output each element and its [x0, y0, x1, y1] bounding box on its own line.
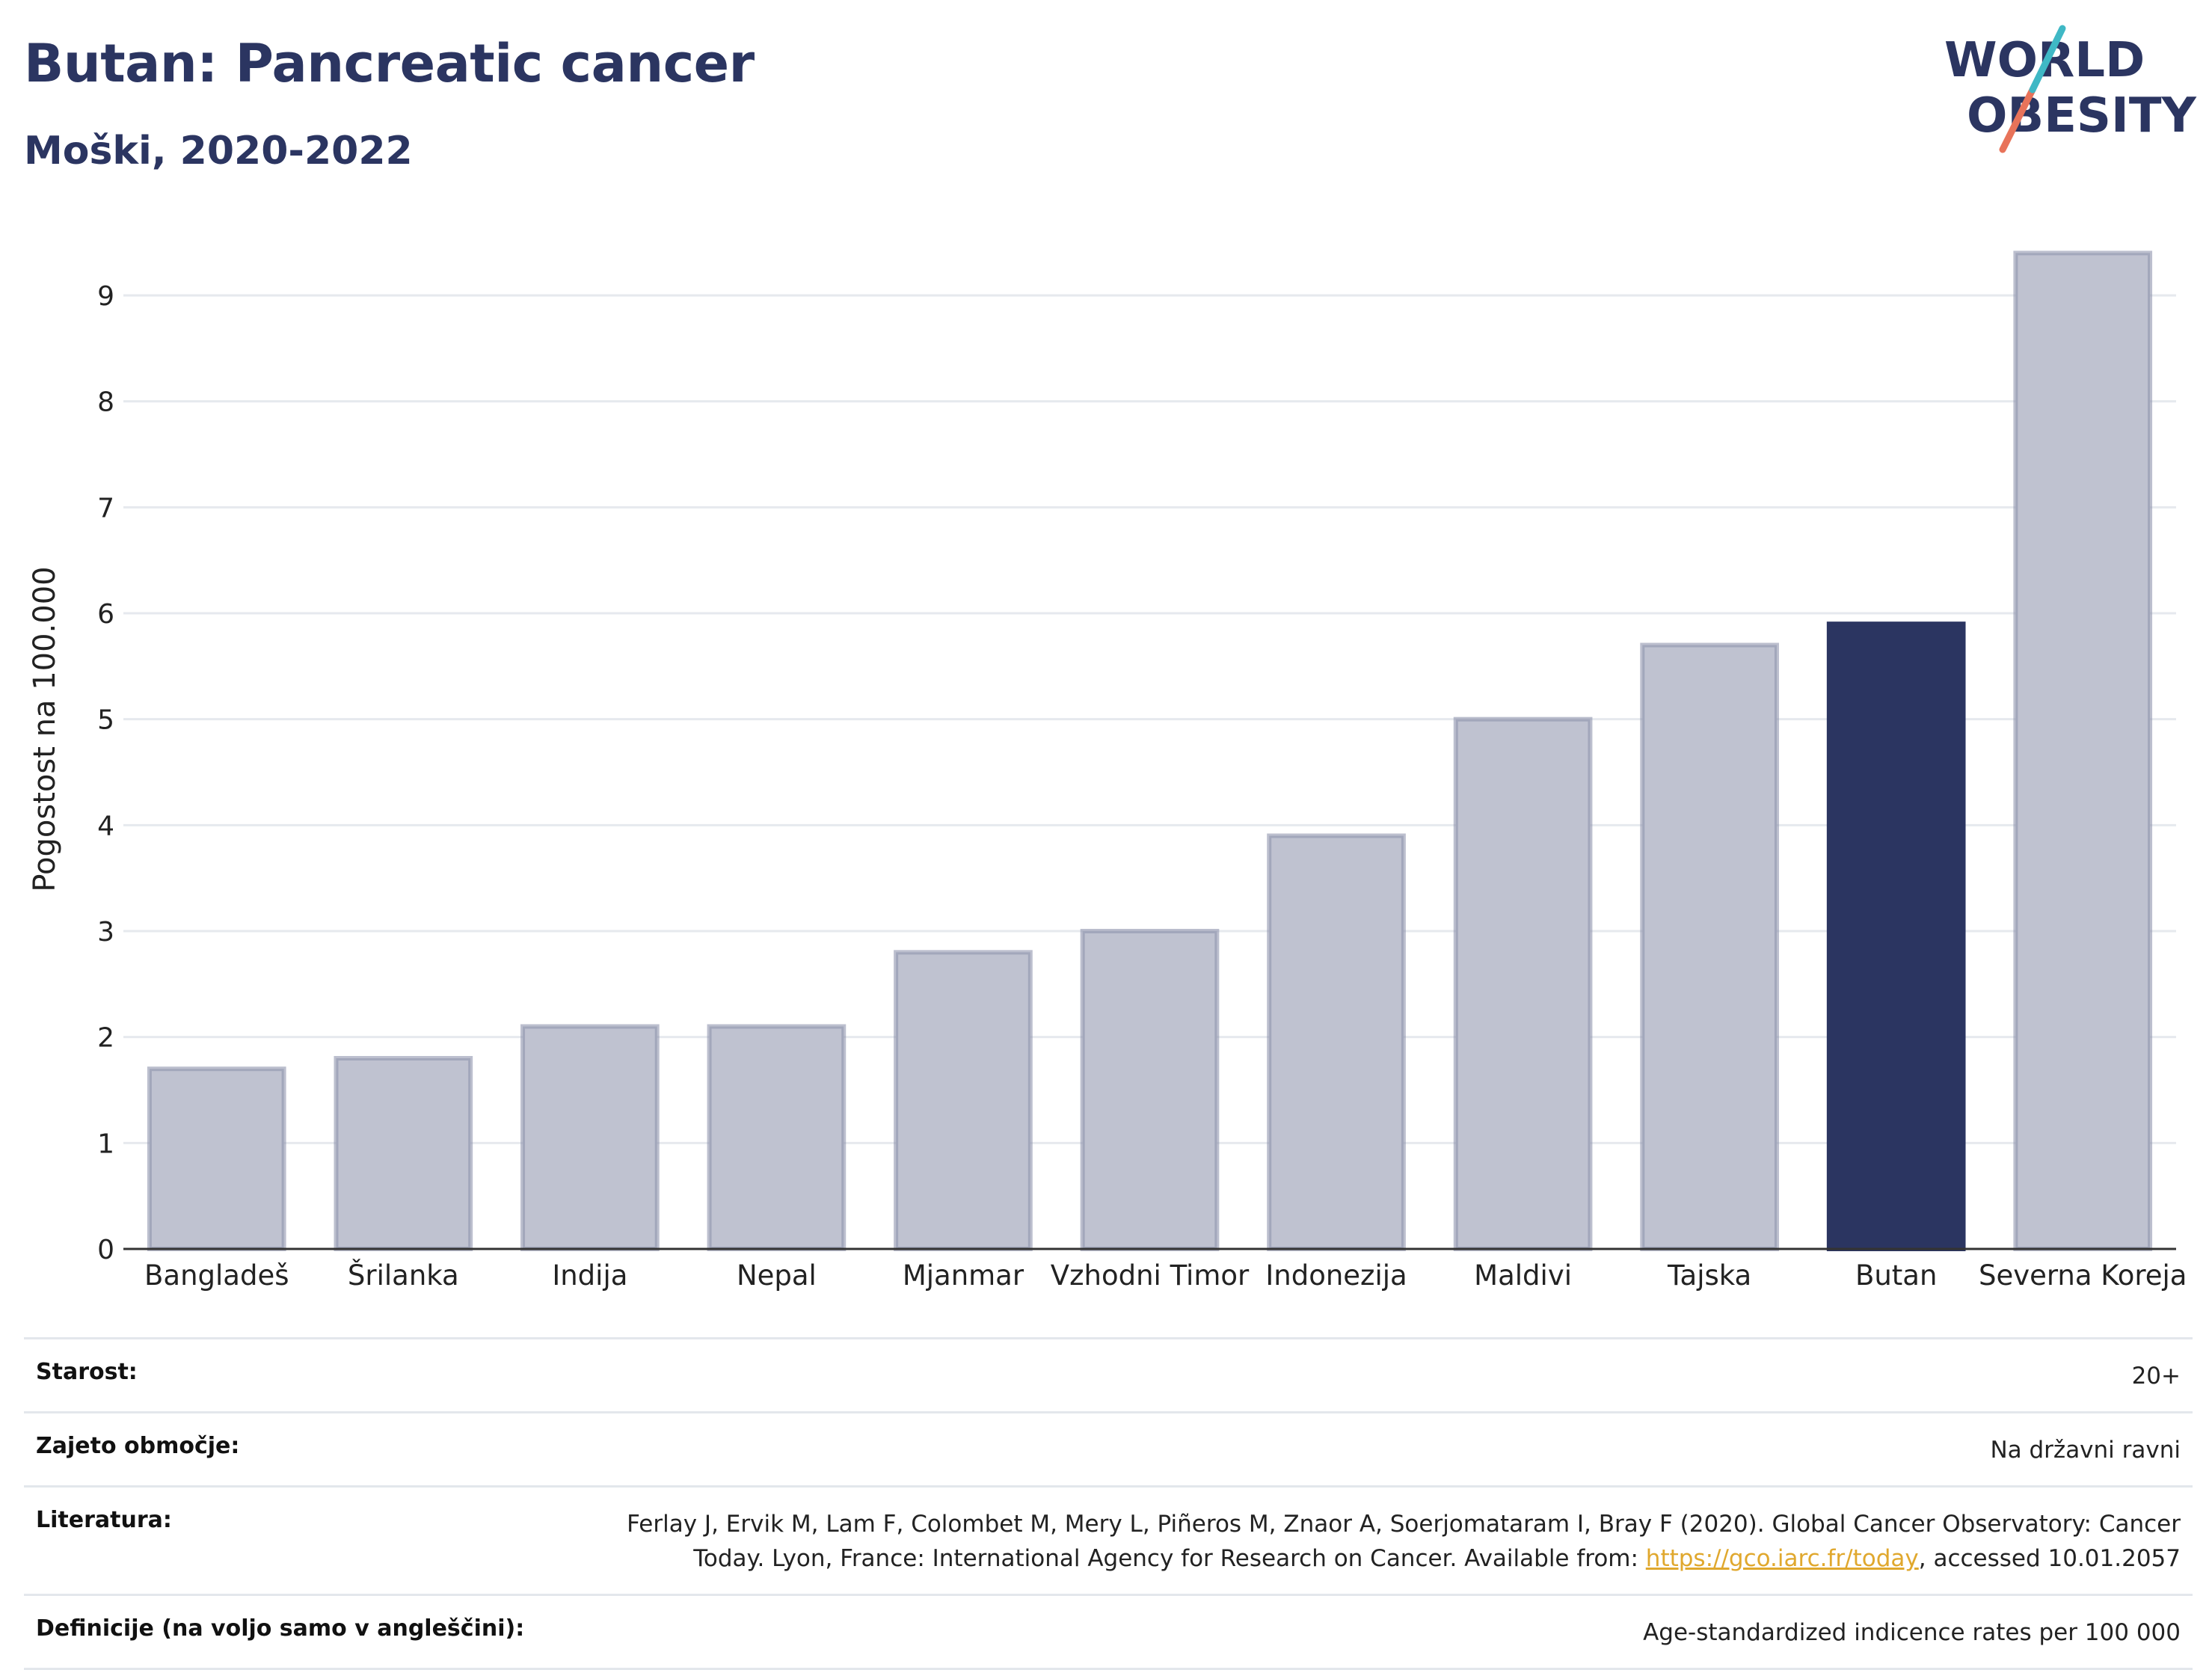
age-value: 20+: [2131, 1363, 2181, 1390]
x-tick-label: Indonezija: [1265, 1259, 1407, 1292]
bar-bangladeš: [147, 1066, 286, 1251]
meta-row-age: Starost: 20+: [24, 1337, 2193, 1411]
x-tick-label: Tajska: [1667, 1259, 1751, 1292]
bar-maldivi: [1453, 716, 1593, 1251]
y-tick-label: 9: [97, 281, 114, 312]
definitions-value: Age-standardized indicence rates per 100…: [1643, 1619, 2181, 1646]
x-tick-label: Nepal: [737, 1259, 817, 1292]
x-tick-label: Severna Koreja: [1979, 1259, 2187, 1292]
x-tick-label: Vzhodni Timor: [1051, 1259, 1250, 1292]
x-tick-label: Indija: [552, 1259, 627, 1292]
bar-indija: [520, 1024, 660, 1251]
y-tick-label: 7: [97, 493, 114, 524]
y-tick-label: 5: [97, 705, 114, 736]
y-tick-label: 6: [97, 599, 114, 630]
chart-subtitle: Moški, 2020-2022: [24, 129, 413, 174]
bar-chart: 0 1 2 3 4 5 6 7 8 9 Bangladeš Šrilanka Indija Nepal M…: [97, 251, 2187, 1292]
meta-row-definitions: Definicije (na voljo samo v angleščini):…: [24, 1594, 2193, 1670]
bar-tajska: [1640, 642, 1779, 1251]
bar-vzhodni-timor: [1080, 929, 1220, 1251]
reference-line1: Ferlay J, Ervik M, Lam F, Colombet M, Me…: [627, 1511, 2181, 1538]
y-tick-label: 4: [97, 811, 114, 841]
bar-nepal: [707, 1024, 847, 1251]
reference-line2-post: , accessed 10.01.2057: [1918, 1545, 2181, 1572]
definitions-label: Definicije (na voljo samo v angleščini):: [36, 1615, 525, 1642]
x-tick-label: Mjanmar: [903, 1259, 1024, 1292]
bar-šrilanka: [334, 1056, 473, 1251]
reference-value: Ferlay J, Ervik M, Lam F, Colombet M, Me…: [627, 1507, 2181, 1576]
age-label: Starost:: [36, 1359, 138, 1385]
y-tick-label: 1: [97, 1129, 114, 1159]
y-tick-label: 8: [97, 387, 114, 418]
y-tick-label: 3: [97, 917, 114, 948]
y-tick-label: 2: [97, 1023, 114, 1054]
reference-line2-pre: Today. Lyon, France: International Agenc…: [693, 1545, 1646, 1572]
svg-text:OBESITY: OBESITY: [1967, 88, 2196, 144]
meta-row-reference: Literatura: Ferlay J, Ervik M, Lam F, Co…: [24, 1485, 2193, 1594]
bar-indonezija: [1267, 833, 1406, 1251]
meta-row-coverage: Zajeto območje: Na državni ravni: [24, 1411, 2193, 1485]
reference-link[interactable]: https://gco.iarc.fr/today: [1645, 1545, 1919, 1572]
coverage-value: Na državni ravni: [1990, 1437, 2181, 1464]
x-tick-label: Butan: [1855, 1259, 1937, 1292]
chart-title: Butan: Pancreatic cancer: [24, 33, 755, 94]
bar-butan: [1826, 621, 1966, 1251]
x-tick-label: Bangladeš: [144, 1259, 289, 1292]
world-obesity-logo: WORLD OBESITY: [1944, 25, 2196, 153]
x-tick-label: Maldivi: [1474, 1259, 1572, 1292]
reference-label: Literatura:: [36, 1507, 172, 1533]
bar-mjanmar: [894, 950, 1033, 1252]
metadata-table: Starost: 20+ Zajeto območje: Na državni …: [24, 1337, 2193, 1670]
bar-severna-koreja: [2013, 251, 2153, 1251]
y-tick-label: 0: [97, 1235, 114, 1265]
coverage-label: Zajeto območje:: [36, 1433, 240, 1459]
x-tick-label: Šrilanka: [348, 1259, 459, 1292]
